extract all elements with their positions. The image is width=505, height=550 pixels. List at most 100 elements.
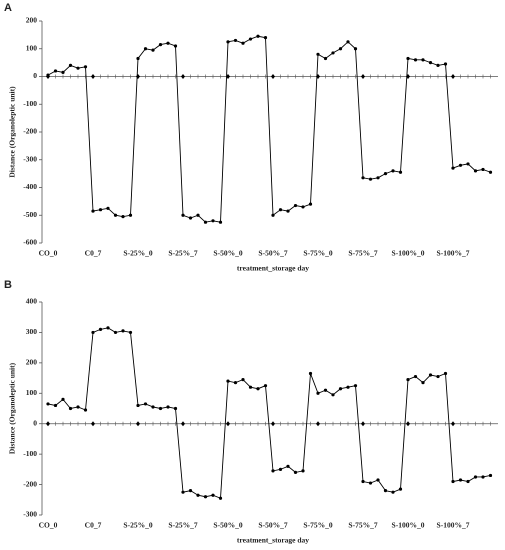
data-point	[443, 371, 448, 376]
data-point	[76, 405, 80, 409]
data-point	[68, 63, 73, 67]
data-point	[218, 220, 223, 224]
x-marker	[271, 74, 275, 79]
x-tick-label: C0_7	[85, 249, 102, 258]
data-point	[91, 330, 95, 335]
data-point	[46, 73, 50, 77]
data-point	[368, 177, 373, 181]
x-axis-title: treatment_storage day	[237, 536, 309, 545]
data-point	[46, 402, 50, 406]
data-point	[166, 405, 170, 409]
data-point	[173, 44, 178, 48]
data-point	[128, 213, 133, 217]
data-point	[61, 70, 65, 74]
data-point	[136, 403, 140, 408]
x-marker	[181, 421, 185, 427]
x-tick-label: S-75%_0	[303, 521, 332, 530]
data-point	[218, 496, 223, 500]
data-point	[226, 379, 230, 383]
data-point	[443, 62, 448, 66]
data-point	[98, 327, 103, 331]
data-point	[151, 405, 155, 409]
data-point	[143, 402, 148, 406]
data-point	[301, 205, 305, 209]
data-point	[451, 479, 455, 484]
data-point	[428, 61, 433, 65]
x-marker	[46, 421, 50, 427]
data-point	[196, 213, 200, 217]
data-point	[466, 162, 470, 166]
data-point	[428, 373, 433, 377]
data-point	[286, 464, 290, 468]
x-tick-label: C0_7	[85, 521, 102, 530]
data-point	[181, 490, 185, 494]
x-marker	[91, 421, 95, 427]
y-tick-label: 400	[26, 297, 38, 306]
data-point	[458, 163, 463, 167]
x-tick-label: S-25%_0	[123, 249, 152, 258]
data-point	[121, 215, 125, 219]
data-point	[211, 219, 215, 223]
data-point	[91, 209, 95, 213]
data-point	[323, 388, 328, 392]
data-point	[473, 169, 478, 173]
data-point	[361, 176, 365, 180]
data-point	[158, 42, 163, 47]
data-point	[53, 69, 58, 73]
data-point	[473, 475, 478, 479]
data-point	[203, 220, 208, 224]
y-tick-label: -200	[23, 127, 37, 136]
y-tick-label: -500	[23, 210, 37, 219]
data-point	[106, 326, 110, 330]
x-marker	[451, 421, 455, 427]
data-point	[106, 206, 110, 210]
data-point	[353, 47, 358, 51]
data-point	[331, 51, 335, 55]
data-point	[398, 487, 403, 491]
x-marker	[91, 74, 95, 79]
data-point	[398, 170, 403, 174]
series-line	[47, 35, 491, 223]
data-point	[391, 169, 395, 173]
data-point	[278, 467, 283, 471]
data-point	[271, 469, 275, 473]
data-point	[136, 56, 140, 61]
x-tick-label: S-75%_0	[303, 249, 332, 258]
x-marker	[361, 421, 365, 427]
y-tick-label: 0	[33, 418, 37, 427]
x-tick-label: S-50%_7	[258, 521, 287, 530]
x-marker	[361, 74, 365, 79]
data-point	[481, 167, 485, 172]
y-tick-label: -400	[23, 182, 37, 191]
data-point	[286, 209, 290, 213]
y-tick-label: -300	[23, 154, 37, 163]
data-point	[271, 213, 275, 217]
data-point	[406, 56, 410, 61]
data-point	[338, 387, 343, 391]
x-marker	[181, 74, 185, 79]
data-point	[353, 384, 358, 388]
data-point	[256, 387, 260, 391]
data-point	[346, 385, 350, 389]
data-point	[166, 41, 170, 45]
x-marker	[136, 421, 140, 427]
x-tick-label: CO_0	[39, 249, 58, 258]
x-tick-label: S-25%_0	[123, 521, 152, 530]
x-tick-label: S-75%_7	[348, 521, 377, 530]
data-point	[361, 479, 365, 484]
data-point	[338, 47, 343, 51]
data-point	[256, 34, 260, 38]
data-point	[211, 493, 215, 497]
data-point	[316, 391, 320, 395]
data-point	[61, 397, 65, 401]
data-point	[383, 172, 388, 176]
x-tick-label: S-50%_0	[213, 521, 242, 530]
data-point	[458, 478, 463, 482]
data-point	[451, 166, 455, 170]
data-point	[203, 495, 208, 499]
data-point	[488, 170, 493, 174]
x-marker	[136, 74, 140, 79]
panel-label: B	[4, 279, 12, 291]
data-point	[316, 52, 320, 56]
